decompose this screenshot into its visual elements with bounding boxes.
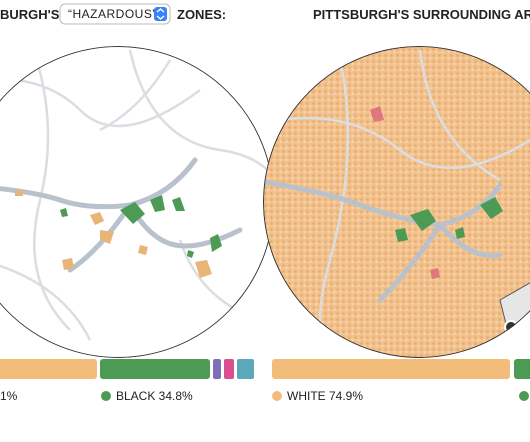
legend-label: 1%	[0, 389, 18, 403]
select-arrows[interactable]	[154, 7, 167, 21]
legend-dot	[101, 391, 111, 401]
right-title: PITTSBURGH'S SURROUNDING AR	[313, 7, 530, 22]
select-value[interactable]: “HAZARDOUS”	[68, 7, 157, 21]
legend-dot	[272, 391, 282, 401]
left-title-start: BURGH'S	[0, 7, 60, 22]
legend-label: BLACK 34.8%	[116, 389, 193, 403]
right-map	[263, 46, 530, 358]
hazard-select[interactable]	[59, 3, 171, 25]
right-bar	[272, 359, 530, 379]
select-arrow-icon	[156, 8, 165, 20]
left-title-end: ZONES:	[177, 7, 226, 22]
legend-dot	[519, 391, 529, 401]
legend-label: WHITE 74.9%	[287, 389, 363, 403]
left-map	[0, 46, 274, 358]
left-bar	[0, 359, 254, 379]
